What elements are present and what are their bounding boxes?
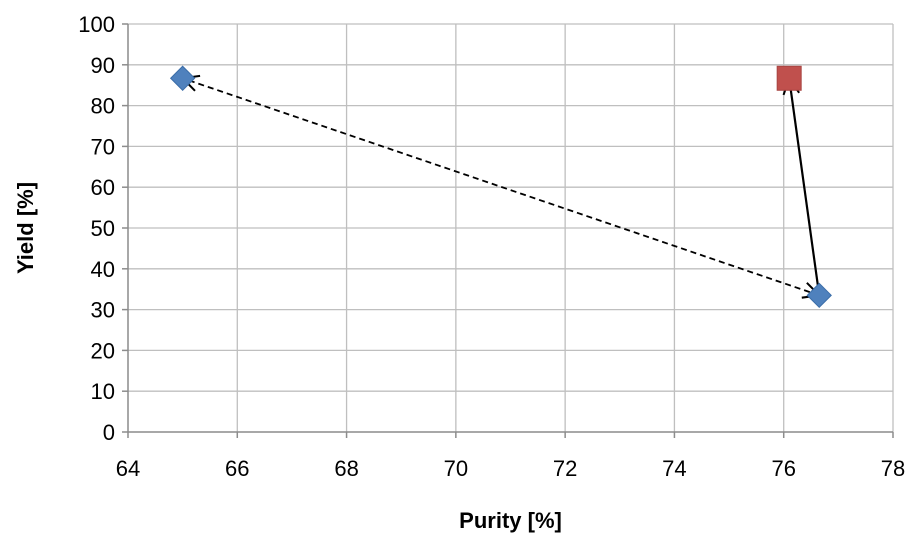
x-tick-label: 78 (881, 456, 905, 481)
axes (122, 23, 894, 438)
y-tick-label: 70 (91, 134, 115, 159)
data-point-square (776, 65, 802, 91)
y-tick-label: 40 (91, 257, 115, 282)
y-tick-label: 20 (91, 338, 115, 363)
data-points (169, 65, 832, 309)
x-tick-label: 64 (116, 456, 140, 481)
tick-labels: 0 10 20 30 40 50 60 70 80 90 100 64 66 68 70 72 74 76 78 (78, 12, 905, 481)
x-tick-label: 72 (553, 456, 577, 481)
data-point-diamond (806, 282, 832, 309)
x-tick-label: 76 (771, 456, 795, 481)
y-tick-label: 0 (103, 420, 115, 445)
x-axis-title: Purity [%] (459, 508, 562, 533)
y-tick-label: 50 (91, 216, 115, 241)
solid-arrow (789, 78, 821, 296)
dashed-double-arrow (183, 78, 820, 295)
x-tick-label: 74 (662, 456, 686, 481)
x-tick-label: 68 (334, 456, 358, 481)
data-point-diamond (169, 65, 196, 91)
x-tick-label: 66 (225, 456, 249, 481)
y-tick-label: 100 (78, 12, 115, 37)
y-tick-label: 90 (91, 53, 115, 78)
y-tick-label: 10 (91, 379, 115, 404)
y-axis-title: Yield [%] (13, 182, 38, 274)
y-tick-label: 60 (91, 175, 115, 200)
x-tick-label: 70 (444, 456, 468, 481)
y-tick-label: 30 (91, 298, 115, 323)
y-tick-label: 80 (91, 94, 115, 119)
annotations (183, 78, 820, 295)
